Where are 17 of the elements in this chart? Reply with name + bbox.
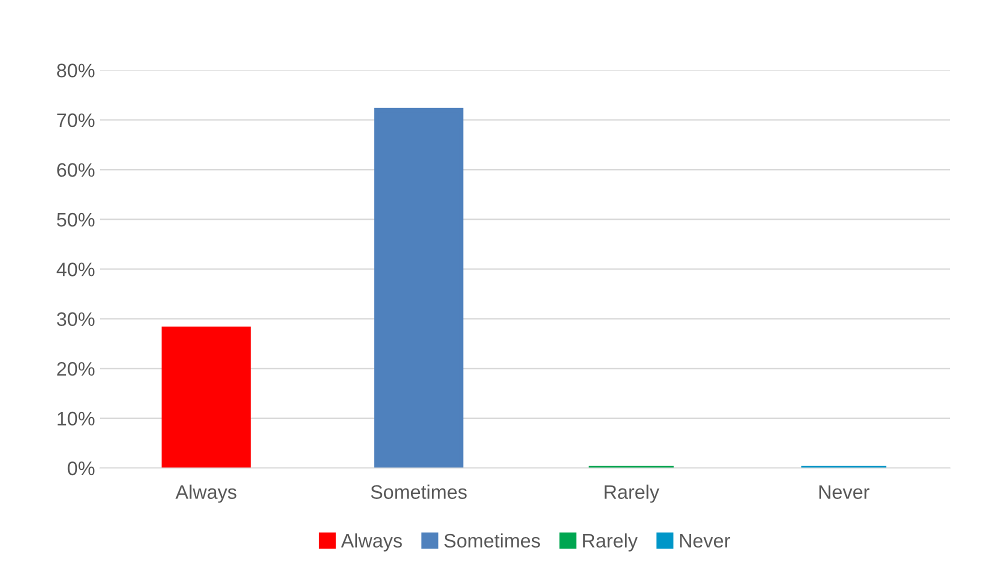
y-tick-label: 70% xyxy=(57,113,94,128)
x-tick-label: Never xyxy=(819,485,870,499)
y-tick-label: 20% xyxy=(57,362,94,376)
legend-label: Always xyxy=(341,533,402,552)
y-tick-label: 0% xyxy=(68,461,94,476)
legend-label: Never xyxy=(680,534,730,548)
y-tick-label: 60% xyxy=(57,163,94,177)
y-tick-label: 40% xyxy=(56,262,94,276)
x-tick-label: Rarely xyxy=(604,484,660,503)
legend-label: Sometimes xyxy=(444,533,540,548)
y-tick-label: 50% xyxy=(57,212,94,227)
x-tick-label: Sometimes xyxy=(371,484,467,499)
y-tick-label: 80% xyxy=(57,64,94,78)
y-tick-label: 10% xyxy=(58,412,94,426)
legend-label: Rarely xyxy=(583,533,638,552)
x-tick-label: Always xyxy=(175,484,236,503)
y-tick-label: 30% xyxy=(56,312,94,326)
